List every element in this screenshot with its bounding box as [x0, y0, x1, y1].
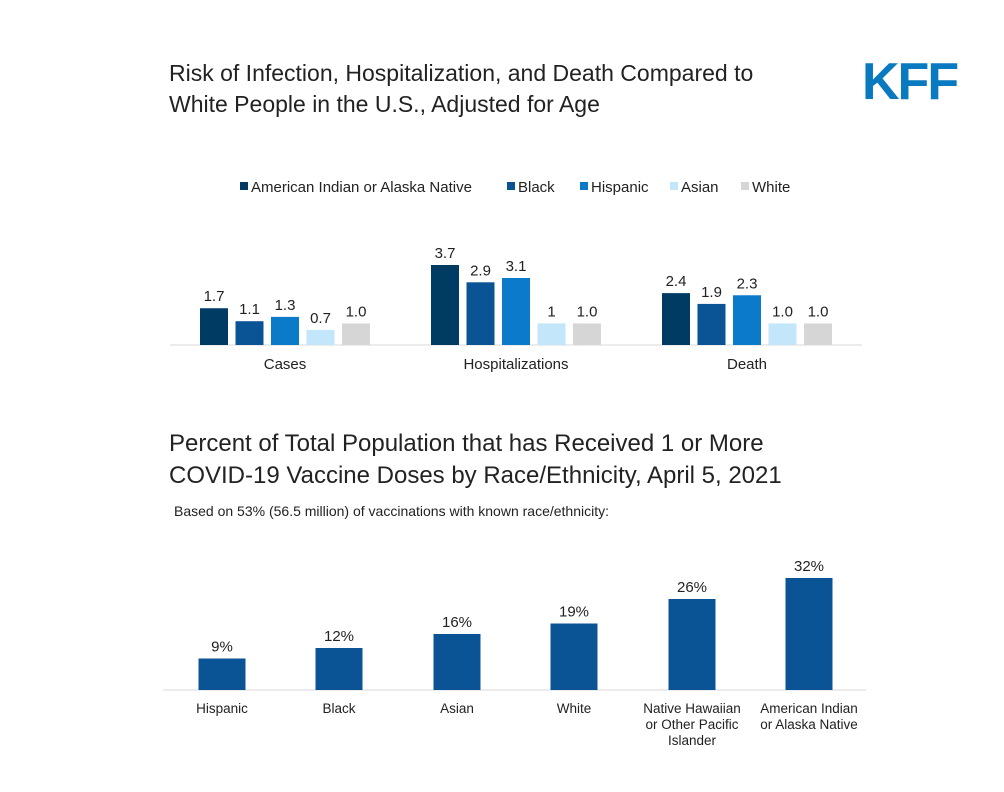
bar-death-asian: [768, 323, 797, 345]
bar-death-hispanic: [733, 295, 761, 345]
data-label-cases-white: 1.0: [346, 303, 367, 320]
legend-swatch-black: [507, 182, 515, 190]
chart1-title-line-2: White People in the U.S., Adjusted for A…: [169, 91, 600, 117]
category-label-hospitalizations: Hospitalizations: [463, 356, 568, 373]
category-label-white: White: [557, 701, 592, 716]
data-label-hispanic: 9%: [211, 639, 233, 656]
data-label-death-white: 1.0: [808, 303, 829, 320]
data-label-hospitalizations-asian: 1: [547, 303, 555, 320]
data-label-cases-american-indian-or-alaska-native: 1.7: [204, 288, 225, 305]
data-label-hospitalizations-american-indian-or-alaska-native: 3.7: [435, 245, 456, 262]
kff-logo: KFF: [862, 53, 959, 111]
bar-hospitalizations-american-indian-or-alaska-native: [431, 265, 459, 345]
data-label-hospitalizations-black: 2.9: [470, 262, 491, 279]
legend-swatch-asian: [670, 182, 678, 190]
bar-cases-white: [342, 323, 370, 345]
data-label-cases-hispanic: 1.3: [275, 297, 296, 314]
data-label-death-hispanic: 2.3: [737, 275, 758, 292]
bar-hospitalizations-hispanic: [502, 277, 530, 345]
legend-label-white: White: [752, 179, 790, 196]
data-label-death-black: 1.9: [701, 284, 722, 301]
bar-american-indian-or-alaska-native: [785, 578, 833, 690]
legend-label-american-indian-or-alaska-native: American Indian or Alaska Native: [251, 179, 472, 196]
bar-hospitalizations-white: [573, 323, 601, 345]
bar-death-american-indian-or-alaska-native: [662, 293, 690, 345]
data-label-white: 19%: [559, 604, 589, 621]
chart2-subtitle: Based on 53% (56.5 million) of vaccinati…: [174, 503, 609, 519]
legend-label-hispanic: Hispanic: [591, 179, 649, 196]
data-label-hospitalizations-white: 1.0: [577, 303, 598, 320]
bar-death-black: [697, 303, 726, 345]
bar-black: [315, 648, 363, 690]
bar-hispanic: [198, 658, 246, 690]
data-label-hospitalizations-hispanic: 3.1: [506, 258, 527, 275]
category-label-hispanic: Hispanic: [196, 701, 248, 716]
category-label-asian: Asian: [440, 701, 474, 716]
bar-hospitalizations-asian: [537, 323, 566, 345]
data-label-american-indian-or-alaska-native: 32%: [794, 558, 824, 575]
bar-death-white: [804, 323, 832, 345]
data-label-death-american-indian-or-alaska-native: 2.4: [666, 273, 687, 290]
legend-swatch-white: [741, 182, 749, 190]
category-label-death: Death: [727, 356, 767, 373]
legend-swatch-hispanic: [580, 182, 588, 190]
data-label-native-hawaiian-or-other-pacific-islander: 26%: [677, 579, 707, 596]
data-label-black: 12%: [324, 628, 354, 645]
bar-cases-asian: [306, 329, 335, 345]
data-label-death-asian: 1.0: [772, 303, 793, 320]
chart2-title-line-1: Percent of Total Population that has Rec…: [169, 430, 764, 457]
bar-native-hawaiian-or-other-pacific-islander: [668, 599, 716, 690]
data-label-asian: 16%: [442, 614, 472, 631]
category-label-black: Black: [322, 701, 355, 716]
chart1-title: Risk of Infection, Hospitalization, and …: [169, 58, 849, 120]
data-label-cases-black: 1.1: [239, 301, 260, 318]
bar-asian: [433, 634, 481, 690]
bar-white: [550, 623, 598, 690]
chart2-title-line-2: COVID-19 Vaccine Doses by Race/Ethnicity…: [169, 462, 782, 489]
bar-cases-american-indian-or-alaska-native: [200, 308, 228, 345]
legend-label-asian: Asian: [681, 179, 719, 196]
bar-cases-hispanic: [271, 316, 299, 345]
chart2-title: Percent of Total Population that has Rec…: [169, 428, 849, 492]
risk-chart: American Indian or Alaska Native Black His…: [170, 179, 862, 373]
legend-label-black: Black: [518, 179, 555, 196]
chart1-title-line-1: Risk of Infection, Hospitalization, and …: [169, 60, 754, 86]
category-label-native-hawaiian-or-other-pacific-islander: Native Hawaiian or Other Pacific Islander: [643, 701, 741, 748]
bar-cases-black: [235, 321, 264, 345]
category-label-american-indian-or-alaska-native: American Indian or Alaska Native: [760, 701, 858, 732]
data-label-cases-asian: 0.7: [310, 310, 331, 327]
category-label-cases: Cases: [264, 356, 307, 373]
legend-swatch-american-indian-or-alaska-native: [240, 182, 248, 190]
bar-hospitalizations-black: [466, 282, 495, 345]
